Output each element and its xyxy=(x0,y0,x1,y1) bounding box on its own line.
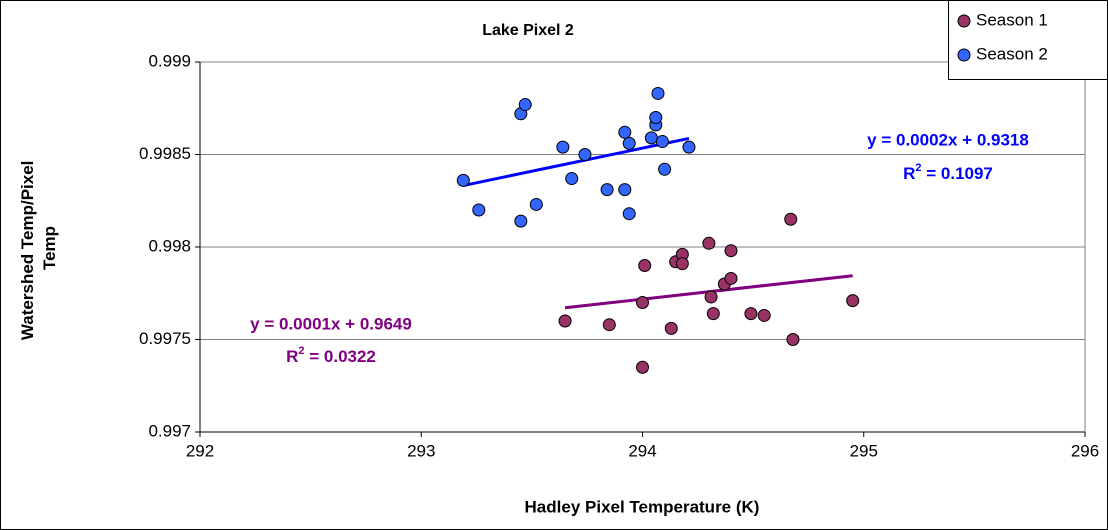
point xyxy=(744,307,758,321)
trendline-equation: y = 0.0002x + 0.9318 xyxy=(867,130,1029,149)
r-symbol: R xyxy=(286,347,298,366)
point xyxy=(702,236,716,250)
point xyxy=(556,140,570,154)
point xyxy=(682,140,696,154)
y-tick-label: 0.9985 xyxy=(139,144,191,163)
y-tick-label: 0.9975 xyxy=(139,329,191,348)
point xyxy=(565,172,579,186)
legend-marker xyxy=(957,48,971,62)
r-value: = 0.1097 xyxy=(922,164,993,183)
point xyxy=(618,125,632,139)
trendline xyxy=(462,136,690,188)
point xyxy=(456,173,470,187)
x-tick-label: 296 xyxy=(1071,441,1099,460)
legend-marker xyxy=(957,14,971,28)
y-tick-label: 0.999 xyxy=(148,51,191,70)
point xyxy=(529,197,543,211)
y-tick-label: 0.997 xyxy=(148,421,191,440)
point xyxy=(644,131,658,145)
point xyxy=(655,135,669,149)
y-axis-title-line: Temp xyxy=(40,226,59,270)
point xyxy=(578,148,592,161)
point xyxy=(618,183,632,197)
legend-box xyxy=(948,0,1108,80)
point xyxy=(757,308,771,322)
x-tick-label: 292 xyxy=(186,441,214,460)
point xyxy=(649,111,663,124)
point xyxy=(704,290,718,304)
point xyxy=(472,203,486,217)
r-squared: R2 = 0.1097 xyxy=(903,162,993,184)
point xyxy=(514,214,528,228)
point xyxy=(518,98,532,112)
legend-label: Season 1 xyxy=(976,10,1048,29)
point xyxy=(636,360,649,374)
point xyxy=(622,136,636,150)
point xyxy=(675,257,689,271)
legend-label: Season 2 xyxy=(976,44,1048,63)
r-power: 2 xyxy=(915,162,921,174)
r-power: 2 xyxy=(298,345,304,357)
point xyxy=(706,307,720,321)
y-axis-title-line: Watershed Temp/Pixel xyxy=(18,161,37,341)
point xyxy=(786,333,800,346)
y-tick-label: 0.998 xyxy=(148,236,191,255)
point xyxy=(651,86,665,100)
point xyxy=(638,259,652,272)
point xyxy=(784,212,798,226)
point xyxy=(724,271,738,285)
x-tick-label: 295 xyxy=(850,441,878,460)
x-axis-title: Hadley Pixel Temperature (K) xyxy=(525,497,760,516)
y-axis-title: Watershed Temp/Pixel Temp xyxy=(18,156,59,340)
point xyxy=(724,244,738,258)
point xyxy=(602,318,616,332)
point xyxy=(558,314,572,328)
point xyxy=(622,207,636,221)
point xyxy=(846,294,860,308)
point xyxy=(636,296,649,309)
point xyxy=(658,162,672,176)
trendline-equation: y = 0.0001x + 0.9649 xyxy=(250,314,412,333)
x-tick-label: 293 xyxy=(407,441,435,460)
x-tick-label: 294 xyxy=(628,441,656,460)
r-symbol: R xyxy=(903,164,915,183)
r-squared: R2 = 0.0322 xyxy=(286,345,376,367)
point xyxy=(600,183,614,197)
point xyxy=(664,321,678,335)
chart-title: Lake Pixel 2 xyxy=(482,22,574,39)
r-value: = 0.0322 xyxy=(305,347,376,366)
